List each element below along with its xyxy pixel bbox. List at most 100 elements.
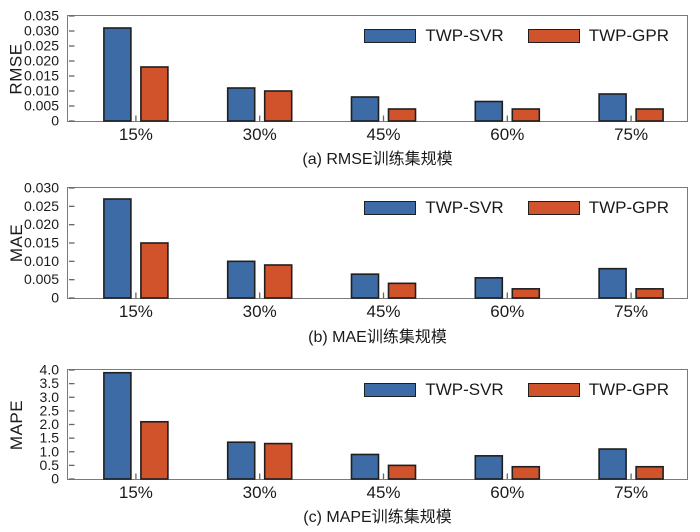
bar-twp-gpr-60% xyxy=(511,465,541,480)
y-axis-label-container: MAE xyxy=(0,187,34,299)
y-tick-label: 0.020 xyxy=(24,53,59,69)
bar-twp-svr-30% xyxy=(226,441,256,480)
bar-twp-gpr-15% xyxy=(140,66,169,122)
x-category-label: 60% xyxy=(490,483,524,502)
legend-label-twp-svr: TWP-SVR xyxy=(425,380,504,399)
y-tick-label: 0.015 xyxy=(24,235,59,251)
bar-plot-mae: 0 0.005 0.010 0.015 0.020 0.025 0.030 15% 30% 45%… xyxy=(24,180,664,321)
x-category-label: 45% xyxy=(366,302,400,321)
y-tick-label: 0.020 xyxy=(24,216,59,232)
legend-swatch-twp-svr xyxy=(364,383,417,397)
legend-item-twp-svr: TWP-SVR xyxy=(364,198,504,218)
bar-twp-svr-75% xyxy=(598,93,627,122)
bar-twp-svr-45% xyxy=(350,96,380,122)
x-category-label: 15% xyxy=(119,483,153,502)
y-tick-label: 0 xyxy=(51,471,59,487)
y-tick-label: 3.5 xyxy=(40,375,60,391)
bar-twp-svr-60% xyxy=(474,455,504,480)
y-tick-label: 0.025 xyxy=(24,198,59,214)
legend: TWP-SVR TWP-GPR xyxy=(364,26,669,46)
y-tick-label: 1.5 xyxy=(40,430,60,446)
bar-twp-gpr-30% xyxy=(263,90,293,122)
bar-twp-svr-60% xyxy=(474,100,504,122)
bar-twp-gpr-30% xyxy=(263,442,293,480)
legend-label-twp-svr: TWP-SVR xyxy=(425,198,504,217)
x-category-label: 75% xyxy=(614,125,648,144)
x-category-label: 30% xyxy=(243,125,277,144)
bar-twp-gpr-75% xyxy=(635,288,664,299)
legend-item-twp-svr: TWP-SVR xyxy=(364,26,504,46)
y-axis-label: MAE xyxy=(7,223,26,263)
x-category-label: 60% xyxy=(490,302,524,321)
y-tick-label: 0.5 xyxy=(40,457,60,473)
bar-twp-svr-75% xyxy=(598,448,627,480)
bar-twp-svr-75% xyxy=(598,267,627,299)
bar-twp-svr-60% xyxy=(474,277,504,299)
chart-caption-a: (a) RMSE训练集规模 xyxy=(302,151,453,168)
x-category-label: 45% xyxy=(366,483,400,502)
bar-twp-gpr-45% xyxy=(387,464,417,480)
y-tick-label: 4.0 xyxy=(40,362,60,378)
y-tick-label: 0.035 xyxy=(24,8,59,24)
x-category-label: 30% xyxy=(243,483,277,502)
legend-item-twp-gpr: TWP-GPR xyxy=(527,380,669,400)
x-category-label: 45% xyxy=(366,125,400,144)
y-tick-label: 0 xyxy=(51,113,59,129)
legend-swatch-twp-gpr xyxy=(527,383,580,397)
y-tick-label: 2.0 xyxy=(40,416,60,432)
y-tick-label: 0.025 xyxy=(24,38,59,54)
bar-twp-svr-45% xyxy=(350,453,380,480)
legend-swatch-twp-svr xyxy=(364,29,417,43)
y-tick-label: 0.015 xyxy=(24,68,59,84)
legend-label-twp-gpr: TWP-GPR xyxy=(588,380,669,399)
plot-area-rmse: 0 0.005 0.010 0.015 0.020 0.025 0.030 0.035 15% 3… xyxy=(24,8,688,144)
bar-twp-gpr-75% xyxy=(635,108,664,122)
bar-twp-gpr-15% xyxy=(140,242,169,299)
legend-item-twp-svr: TWP-SVR xyxy=(364,380,504,400)
legend-label-twp-svr: TWP-SVR xyxy=(425,26,504,45)
legend-swatch-twp-svr xyxy=(364,201,417,215)
bar-twp-svr-30% xyxy=(226,87,256,122)
bar-twp-svr-45% xyxy=(350,273,380,299)
y-tick-label: 0.005 xyxy=(24,271,59,287)
x-category-label: 75% xyxy=(614,302,648,321)
legend-swatch-twp-gpr xyxy=(527,29,580,43)
legend-label-twp-gpr: TWP-GPR xyxy=(588,26,669,45)
x-category-label: 60% xyxy=(490,125,524,144)
bar-twp-gpr-60% xyxy=(511,108,541,122)
y-tick-label: 0.010 xyxy=(24,253,59,269)
bar-twp-svr-15% xyxy=(103,198,132,299)
y-tick-label: 3.0 xyxy=(40,389,60,405)
x-category-label: 30% xyxy=(243,302,277,321)
legend-label-twp-gpr: TWP-GPR xyxy=(588,198,669,217)
y-axis-label-container: MAPE xyxy=(0,369,34,480)
legend: TWP-SVR TWP-GPR xyxy=(364,380,669,400)
y-tick-label: 0 xyxy=(51,290,59,306)
y-axis-label-container: RMSE xyxy=(0,15,34,122)
bar-twp-svr-30% xyxy=(226,260,256,299)
y-tick-label: 0.030 xyxy=(24,180,59,196)
x-category-label: 15% xyxy=(119,302,153,321)
bar-twp-gpr-45% xyxy=(387,282,417,299)
legend-swatch-twp-gpr xyxy=(527,201,580,215)
x-category-label: 15% xyxy=(119,125,153,144)
chart-caption-b: (b) MAE训练集规模 xyxy=(308,329,447,346)
y-axis-label: MAPE xyxy=(7,399,26,450)
bar-twp-gpr-75% xyxy=(635,465,664,480)
chart-caption-c: (c) MAPE训练集规模 xyxy=(303,509,452,526)
bar-twp-gpr-60% xyxy=(511,288,541,299)
y-tick-label: 1.0 xyxy=(40,443,60,459)
y-tick-label: 0.010 xyxy=(24,83,59,99)
plot-area-mape: 0 0.5 1.0 1.5 2.0 2.5 3.0 3.5 4.0 15% 30% 45% 60% 75%… xyxy=(40,362,688,502)
legend: TWP-SVR TWP-GPR xyxy=(364,198,669,218)
bar-twp-svr-15% xyxy=(103,371,132,480)
legend-item-twp-gpr: TWP-GPR xyxy=(527,198,669,218)
bar-twp-gpr-30% xyxy=(263,264,293,299)
x-category-label: 75% xyxy=(614,483,648,502)
y-tick-label: 0.005 xyxy=(24,98,59,114)
legend-item-twp-gpr: TWP-GPR xyxy=(527,26,669,46)
